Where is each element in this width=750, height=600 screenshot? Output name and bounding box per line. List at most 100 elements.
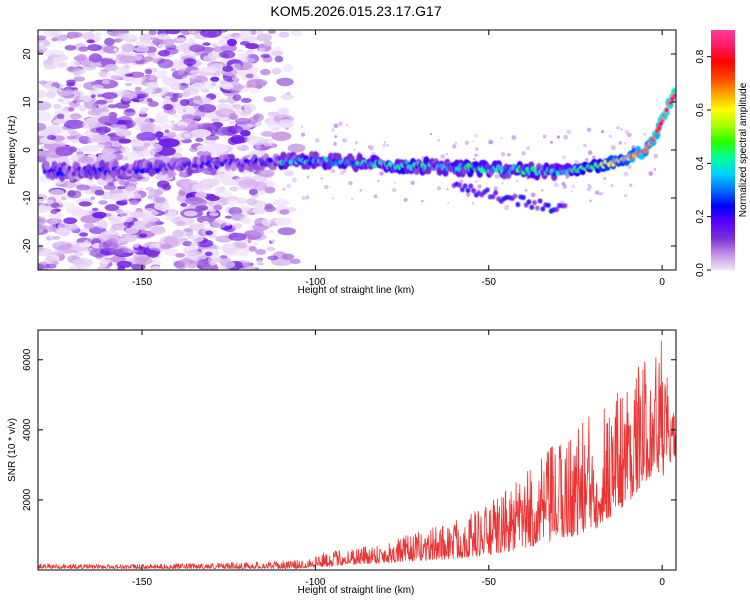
noise-blob xyxy=(243,104,254,112)
noise-blob xyxy=(63,119,85,130)
noise-blob xyxy=(134,86,142,91)
noise-blob xyxy=(163,103,174,111)
noise-blob xyxy=(236,49,245,53)
spectrogram-heatmap xyxy=(38,30,676,270)
noise-blob xyxy=(111,146,124,152)
noise-blob xyxy=(164,129,170,134)
noise-blob xyxy=(240,129,251,137)
noise-blob xyxy=(78,46,89,52)
noise-blob xyxy=(86,39,96,44)
noise-blob xyxy=(116,260,133,268)
noise-blob xyxy=(271,50,284,57)
noise-dot xyxy=(541,189,544,192)
noise-blob xyxy=(255,248,267,255)
noise-blob xyxy=(277,107,290,115)
trace-halo xyxy=(653,130,661,140)
colorbar: 0.0 0.2 0.4 0.6 0.8 Normalized spectral ampl… xyxy=(695,30,749,277)
noise-blob xyxy=(125,108,135,113)
noise-dot xyxy=(556,135,561,139)
noise-blob xyxy=(230,89,239,94)
noise-blob xyxy=(222,34,233,40)
noise-blob xyxy=(38,246,43,251)
noise-blob xyxy=(267,111,281,117)
noise-dot xyxy=(354,141,359,145)
noise-dot xyxy=(589,199,592,202)
noise-blob xyxy=(48,212,64,220)
noise-dot xyxy=(618,141,623,145)
noise-blob xyxy=(205,230,213,236)
noise-blob xyxy=(64,44,76,51)
trace-branch xyxy=(562,203,568,209)
noise-blob xyxy=(204,251,213,257)
noise-blob xyxy=(90,62,103,68)
noise-blob xyxy=(82,31,95,41)
noise-blob xyxy=(234,109,251,118)
noise-blob xyxy=(163,124,175,130)
noise-blob xyxy=(273,46,281,51)
noise-blob xyxy=(57,98,64,102)
noise-blob xyxy=(237,179,260,189)
trace-branch xyxy=(532,199,537,206)
noise-blob xyxy=(99,230,120,241)
noise-dot xyxy=(627,165,632,170)
noise-blob xyxy=(202,220,210,226)
noise-dot xyxy=(524,189,528,192)
noise-blob xyxy=(274,217,292,226)
x-tick-label: 0 xyxy=(659,277,665,288)
noise-blob xyxy=(257,169,275,177)
noise-blob xyxy=(229,186,239,192)
noise-dot xyxy=(608,134,612,138)
x-tick-label: -50 xyxy=(482,577,497,588)
noise-blob xyxy=(45,199,54,205)
noise-blob xyxy=(276,78,287,84)
noise-blob xyxy=(144,75,154,81)
noise-blob xyxy=(67,31,83,39)
noise-blob xyxy=(206,195,220,202)
trace-branch xyxy=(471,188,476,194)
noise-blob xyxy=(224,243,236,249)
noise-blob xyxy=(162,38,175,47)
noise-dot xyxy=(383,141,386,144)
noise-blob xyxy=(266,246,276,252)
noise-blob xyxy=(183,246,198,256)
noise-blob xyxy=(215,108,236,118)
noise-blob xyxy=(285,91,292,96)
noise-blob xyxy=(133,116,151,126)
noise-blob xyxy=(208,234,218,239)
noise-dot xyxy=(617,126,621,130)
trace-core xyxy=(199,163,204,169)
noise-blob xyxy=(38,89,48,99)
noise-blob xyxy=(195,205,208,212)
noise-blob xyxy=(55,146,74,157)
noise-dot xyxy=(472,157,476,161)
noise-blob xyxy=(188,74,196,79)
noise-blob xyxy=(104,204,119,212)
noise-blob xyxy=(146,249,160,258)
noise-dot xyxy=(620,128,623,131)
noise-blob xyxy=(224,215,233,219)
noise-dot xyxy=(610,183,614,188)
noise-blob xyxy=(101,192,113,200)
noise-dot xyxy=(306,175,310,179)
noise-blob xyxy=(178,172,187,178)
noise-blob xyxy=(256,262,265,266)
noise-dot xyxy=(474,153,478,157)
noise-blob xyxy=(120,237,127,242)
noise-blob xyxy=(95,99,107,105)
noise-blob xyxy=(38,42,45,47)
noise-blob xyxy=(265,180,276,187)
noise-blob xyxy=(38,80,48,85)
noise-blob xyxy=(252,207,266,215)
chart-title: KOM5.2026.015.23.17.G17 xyxy=(270,3,441,19)
noise-blob xyxy=(50,209,58,215)
noise-blob xyxy=(180,202,188,207)
noise-dot xyxy=(436,186,442,191)
noise-blob xyxy=(170,97,178,103)
noise-dot xyxy=(553,182,559,188)
noise-blob xyxy=(191,183,207,192)
noise-blob xyxy=(38,193,48,201)
noise-blob xyxy=(109,226,118,232)
noise-blob xyxy=(118,210,132,217)
noise-blob xyxy=(163,34,171,40)
